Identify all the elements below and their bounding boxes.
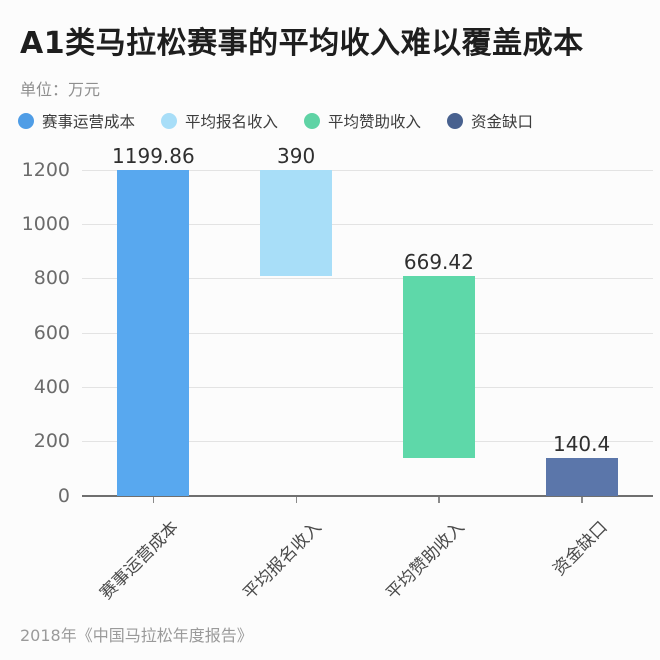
y-gridline (82, 278, 653, 280)
y-axis-tick-label: 1200 (21, 158, 70, 181)
bar-资金缺口[interactable] (545, 457, 618, 496)
y-axis-tick-label: 800 (33, 267, 70, 290)
bar-平均报名收入[interactable] (260, 170, 333, 276)
bar-value-label: 669.42 (403, 249, 474, 274)
legend-item-label: 资金缺口 (471, 113, 534, 131)
legend-color-dot-icon (447, 113, 464, 129)
page-title: A1类马拉松赛事的平均收入难以覆盖成本 (20, 26, 584, 61)
legend-item-label: 平均赞助收入 (328, 113, 422, 131)
x-axis-tick (438, 497, 440, 503)
y-axis-tick-label: 0 (57, 484, 70, 507)
legend-item[interactable]: 资金缺口 (447, 110, 533, 132)
x-axis-tick (152, 497, 155, 503)
y-gridline (82, 386, 653, 388)
bar-赛事运营成本[interactable] (117, 170, 190, 496)
legend-item-label: 赛事运营成本 (42, 113, 136, 131)
x-axis-tick (295, 497, 298, 503)
x-axis-category-label: 赛事运营成本 (96, 517, 184, 604)
y-axis-tick-label: 1000 (21, 212, 70, 235)
bar-value-label: 140.4 (552, 431, 611, 456)
y-axis-tick-label: 200 (33, 430, 70, 453)
bar-value-label: 390 (277, 144, 316, 169)
legend-item[interactable]: 赛事运营成本 (18, 110, 135, 132)
x-axis-category-label: 资金缺口 (549, 517, 612, 580)
legend-color-dot-icon (161, 113, 178, 129)
unit-label: 单位：万元 (20, 80, 101, 99)
legend-color-dot-icon (18, 113, 34, 129)
legend-item-label: 平均报名收入 (185, 113, 279, 131)
y-axis-tick-label: 400 (33, 375, 70, 398)
source-citation: 2018年《中国马拉松年度报告》 (20, 626, 253, 645)
legend: 赛事运营成本 平均报名收入 平均赞助收入 资金缺口 (18, 110, 533, 132)
x-axis-line (82, 495, 653, 497)
legend-color-dot-icon (304, 113, 321, 129)
bar-平均赞助收入[interactable] (402, 275, 475, 458)
bar-chart-plot-area: 0 200 400 600 800 1000 1200 1199.86 赛事运营成本 390 平均报… (22, 144, 653, 604)
bar-value-label: 1199.86 (112, 144, 195, 169)
x-axis-category-label: 平均报名收入 (239, 517, 326, 604)
y-gridline (82, 169, 653, 171)
x-axis-tick (581, 497, 583, 503)
y-gridline (82, 441, 653, 443)
legend-item[interactable]: 平均报名收入 (161, 110, 278, 132)
y-axis-tick-label: 600 (33, 321, 70, 344)
legend-item[interactable]: 平均赞助收入 (304, 110, 421, 132)
x-axis-category-label: 平均赞助收入 (382, 517, 469, 604)
y-gridline (82, 332, 653, 334)
y-gridline (82, 223, 653, 225)
